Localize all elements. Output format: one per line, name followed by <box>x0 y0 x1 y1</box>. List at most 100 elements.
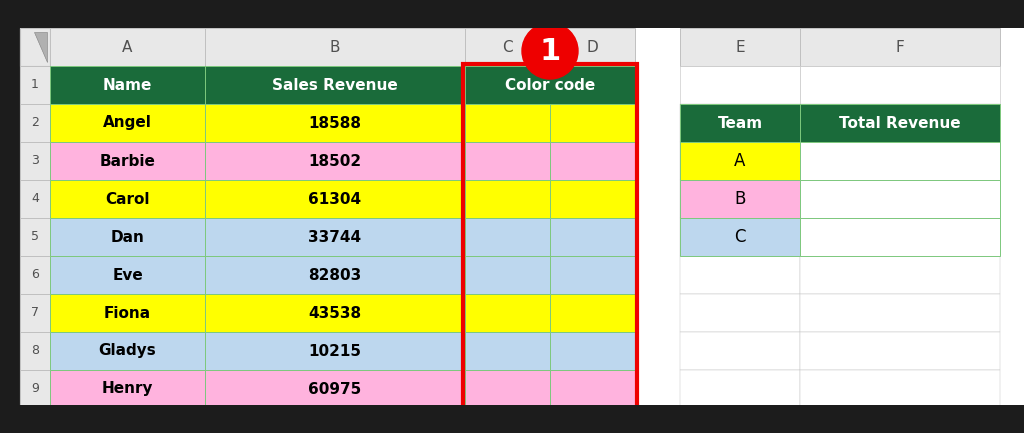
Bar <box>680 104 800 142</box>
Bar <box>465 294 550 332</box>
Bar <box>20 104 50 142</box>
Text: Sales Revenue: Sales Revenue <box>272 78 398 93</box>
Bar <box>680 218 800 256</box>
Bar <box>465 104 550 142</box>
Text: 7: 7 <box>31 307 39 320</box>
Bar <box>205 370 465 408</box>
Bar <box>800 66 1000 104</box>
Bar <box>550 180 635 218</box>
Text: C: C <box>734 228 745 246</box>
Bar <box>680 370 800 408</box>
Bar <box>465 218 550 256</box>
Bar <box>20 142 50 180</box>
Bar <box>800 332 1000 370</box>
Bar <box>680 66 800 104</box>
Bar <box>20 332 50 370</box>
Bar <box>550 142 635 180</box>
Bar <box>465 142 550 180</box>
Text: 61304: 61304 <box>308 191 361 207</box>
Text: 10215: 10215 <box>308 343 361 359</box>
Bar <box>463 64 637 410</box>
Bar <box>800 256 1000 294</box>
Circle shape <box>522 23 578 79</box>
Bar <box>0 405 1024 433</box>
Text: 5: 5 <box>31 230 39 243</box>
Bar <box>50 294 205 332</box>
Bar <box>20 256 50 294</box>
Text: Gladys: Gladys <box>98 343 157 359</box>
Bar <box>680 180 800 218</box>
Text: 1: 1 <box>31 78 39 91</box>
Bar <box>205 142 465 180</box>
Bar <box>465 256 550 294</box>
Text: Fiona: Fiona <box>104 306 152 320</box>
Text: 6: 6 <box>31 268 39 281</box>
Bar <box>800 142 1000 180</box>
Bar <box>205 104 465 142</box>
Bar <box>680 180 800 218</box>
Bar <box>50 218 205 256</box>
Bar <box>550 218 635 256</box>
Bar <box>800 104 1000 142</box>
Bar <box>800 218 1000 256</box>
Bar <box>680 28 800 66</box>
Bar <box>800 180 1000 218</box>
Text: Dan: Dan <box>111 229 144 245</box>
Bar <box>50 142 205 180</box>
Text: 43538: 43538 <box>308 306 361 320</box>
Bar <box>205 28 465 66</box>
Text: 18588: 18588 <box>308 116 361 130</box>
Text: 3: 3 <box>31 155 39 168</box>
Text: Eve: Eve <box>112 268 143 282</box>
Bar <box>50 180 205 218</box>
Text: C: C <box>502 39 513 55</box>
Text: E: E <box>735 39 744 55</box>
Bar <box>465 180 550 218</box>
Bar <box>20 294 50 332</box>
Text: 4: 4 <box>31 193 39 206</box>
Text: 1: 1 <box>540 36 560 65</box>
Text: Angel: Angel <box>103 116 152 130</box>
Text: 33744: 33744 <box>308 229 361 245</box>
Bar <box>205 66 465 104</box>
Bar <box>50 66 205 104</box>
Text: Barbie: Barbie <box>99 154 156 168</box>
Text: Team: Team <box>718 116 763 130</box>
Text: A: A <box>122 39 133 55</box>
Bar <box>0 0 1024 28</box>
Text: 8: 8 <box>31 345 39 358</box>
Bar <box>20 28 1024 405</box>
Bar <box>50 370 205 408</box>
Bar <box>680 104 800 142</box>
Bar <box>205 294 465 332</box>
Bar <box>20 180 50 218</box>
Bar <box>465 332 550 370</box>
Bar <box>550 104 635 142</box>
Bar <box>50 332 205 370</box>
Text: Henry: Henry <box>101 381 154 397</box>
Bar <box>680 142 800 180</box>
Bar <box>465 370 550 408</box>
Bar <box>550 28 635 66</box>
Bar <box>550 294 635 332</box>
Bar <box>800 218 1000 256</box>
Bar <box>800 370 1000 408</box>
Bar <box>50 28 205 66</box>
Text: B: B <box>330 39 340 55</box>
Bar <box>680 256 800 294</box>
Bar <box>20 218 50 256</box>
Bar <box>680 294 800 332</box>
Text: 2: 2 <box>31 116 39 129</box>
Bar <box>800 142 1000 180</box>
Text: B: B <box>734 190 745 208</box>
Bar <box>20 370 50 408</box>
Bar <box>680 142 800 180</box>
Text: 18502: 18502 <box>308 154 361 168</box>
Bar <box>205 218 465 256</box>
Bar <box>205 180 465 218</box>
Text: 60975: 60975 <box>308 381 361 397</box>
Bar <box>205 332 465 370</box>
Bar <box>465 66 635 104</box>
Text: A: A <box>734 152 745 170</box>
Text: 9: 9 <box>31 382 39 395</box>
